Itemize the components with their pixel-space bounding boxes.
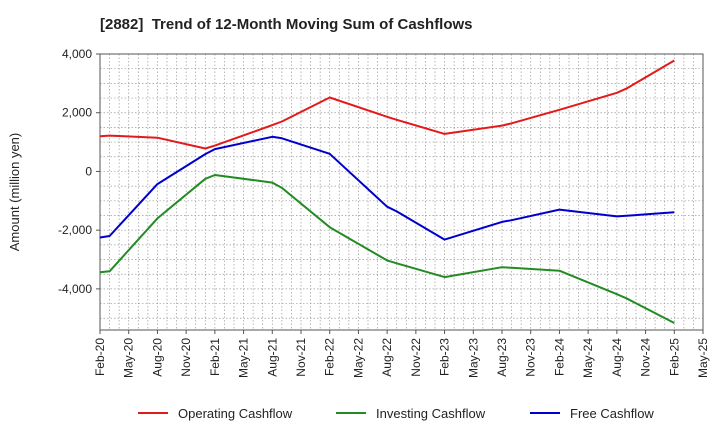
- x-tick-label: Feb-24: [552, 338, 566, 376]
- x-tick-label: Feb-20: [93, 338, 107, 376]
- series-line-free-cashflow: [99, 135, 675, 241]
- series-line-operating-cashflow: [99, 59, 675, 150]
- x-tick-label: May-22: [351, 338, 365, 378]
- y-tick-label: 2,000: [62, 106, 92, 120]
- y-tick-label: -4,000: [58, 282, 92, 296]
- legend-label: Operating Cashflow: [178, 406, 293, 421]
- x-tick-label: Feb-22: [323, 338, 337, 376]
- y-axis-ticks: 4,000 2,000 0 -2,000 -4,000: [58, 47, 100, 296]
- legend-label: Free Cashflow: [570, 406, 654, 421]
- x-tick-label: Nov-23: [524, 338, 538, 377]
- legend: Operating Cashflow Investing Cashflow Free…: [138, 406, 654, 421]
- x-tick-label: Feb-25: [667, 338, 681, 376]
- y-axis-label: Amount (million yen): [7, 133, 22, 252]
- plot-frame: [99, 53, 704, 331]
- x-tick-label: Nov-21: [294, 338, 308, 377]
- x-tick-label: Nov-20: [179, 338, 193, 377]
- x-tick-label: May-23: [466, 338, 480, 378]
- series-line-investing-cashflow: [99, 174, 675, 324]
- x-tick-label: May-20: [122, 338, 136, 378]
- x-tick-label: Aug-21: [265, 338, 279, 377]
- x-tick-label: May-24: [581, 338, 595, 378]
- y-tick-label: -2,000: [58, 223, 92, 237]
- chart-title: [2882] Trend of 12-Month Moving Sum of C…: [100, 16, 473, 33]
- x-tick-label: Aug-24: [610, 338, 624, 377]
- y-tick-label: 4,000: [62, 47, 92, 61]
- x-tick-label: May-25: [696, 338, 710, 378]
- grid: [100, 54, 703, 330]
- y-tick-label: 0: [85, 164, 92, 178]
- x-axis-ticks: Feb-20 May-20 Aug-20 Nov-20 Feb-21 May-21 Aug-…: [93, 330, 710, 378]
- x-tick-label: Nov-22: [409, 338, 423, 377]
- x-tick-label: May-21: [237, 338, 251, 378]
- x-tick-label: Feb-23: [438, 338, 452, 376]
- x-tick-label: Aug-20: [150, 338, 164, 377]
- x-tick-label: Feb-21: [208, 338, 222, 376]
- series-layer: [99, 59, 675, 324]
- x-tick-label: Aug-22: [380, 338, 394, 377]
- legend-label: Investing Cashflow: [376, 406, 486, 421]
- x-tick-label: Aug-23: [495, 338, 509, 377]
- x-tick-label: Nov-24: [639, 338, 653, 377]
